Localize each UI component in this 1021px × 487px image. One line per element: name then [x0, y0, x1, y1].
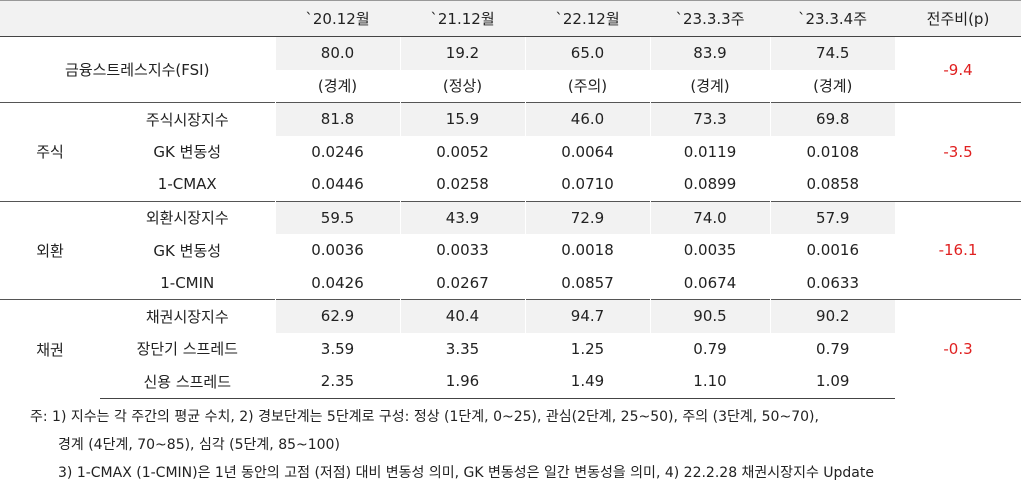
- column-header: `21.12월: [400, 0, 525, 37]
- column-header: `22.12월: [525, 0, 650, 37]
- cell-value: 0.0710: [524, 168, 650, 201]
- cell-value: 0.0857: [524, 266, 650, 300]
- cell-value: 43.9: [399, 200, 525, 234]
- cell-value: 81.8: [274, 102, 400, 136]
- table-row: 1-CMAX 0.0446 0.0258 0.0710 0.0899 0.0858: [0, 168, 1021, 201]
- table-body: 금융스트레스지수(FSI) 80.0 19.2 65.0 83.9 74.5 -9.4 (경계…: [0, 36, 1021, 399]
- data-table: `20.12월 `21.12월 `22.12월 `23.3.3주 `23.3.4주 전주비…: [0, 0, 1021, 399]
- cell-value: 0.79: [649, 332, 770, 365]
- column-header: `23.3.4주: [770, 0, 895, 37]
- cell-value: (경계): [274, 69, 400, 103]
- cell-value: 0.0033: [399, 234, 525, 267]
- group-label: 주식: [0, 102, 100, 201]
- group-label: 채권: [0, 299, 100, 398]
- cell-value: 0.0674: [649, 266, 770, 300]
- cell-value: 0.0258: [399, 168, 525, 201]
- cell-value: 40.4: [399, 299, 525, 333]
- change-value: -0.3: [895, 299, 1021, 398]
- cell-value: 65.0: [524, 36, 650, 70]
- row-label: 신용 스프레드: [100, 365, 275, 399]
- cell-value: 74.0: [649, 200, 770, 234]
- change-value: -3.5: [895, 102, 1021, 201]
- cell-value: 1.25: [524, 332, 650, 365]
- table-row: GK 변동성 0.0246 0.0052 0.0064 0.0119 0.0108: [0, 135, 1021, 168]
- cell-value: 0.0633: [769, 266, 895, 300]
- cell-value: 0.79: [769, 332, 895, 365]
- cell-value: 3.59: [274, 332, 400, 365]
- cell-value: 46.0: [524, 102, 650, 136]
- cell-value: 74.5: [769, 36, 895, 70]
- cell-value: 0.0036: [274, 234, 400, 267]
- cell-value: 0.0018: [524, 234, 650, 267]
- table-row: 외환 외환시장지수 59.5 43.9 72.9 74.0 57.9 -16.1: [0, 200, 1021, 300]
- group-label: 외환: [0, 200, 100, 300]
- cell-value: 90.2: [769, 299, 895, 333]
- cell-value: 0.0016: [769, 234, 895, 267]
- cell-value: 1.10: [649, 365, 770, 399]
- cell-value: 0.0064: [524, 135, 650, 168]
- notes: 주: 1) 지수는 각 주간의 평균 수치, 2) 경보단계는 5단계로 구성:…: [30, 403, 874, 487]
- header-blank: [0, 0, 275, 37]
- cell-value: 72.9: [524, 200, 650, 234]
- column-header: 전주비(p): [895, 0, 1021, 37]
- row-label: 1-CMIN: [160, 273, 215, 292]
- cell-value: 1.09: [769, 365, 895, 399]
- column-header: `20.12월: [275, 0, 400, 37]
- cell-value: 19.2: [399, 36, 525, 70]
- cell-value: 94.7: [524, 299, 650, 333]
- cell-value: 2.35: [274, 365, 400, 399]
- cell-value: 0.0052: [399, 135, 525, 168]
- row-label: 주식시장지수: [100, 102, 275, 136]
- cell-value: 3.35: [399, 332, 525, 365]
- cell-value: 0.0899: [649, 168, 770, 201]
- cell-value: 69.8: [769, 102, 895, 136]
- table-row: 1-CMIN 0.0426 0.0267 0.0857 0.0674 0.0633: [0, 266, 1021, 300]
- table-row: 금융스트레스지수(FSI) 80.0 19.2 65.0 83.9 74.5 -9.4: [0, 36, 1021, 103]
- cell-value: 0.0426: [274, 266, 400, 300]
- row-label: 외환시장지수: [100, 200, 275, 234]
- row-label: 채권시장지수: [100, 299, 275, 333]
- note-line: 주: 1) 지수는 각 주간의 평균 수치, 2) 경보단계는 5단계로 구성:…: [30, 409, 819, 425]
- cell-value: 1.96: [399, 365, 525, 399]
- cell-value: 15.9: [399, 102, 525, 136]
- change-value: -16.1: [895, 200, 1021, 300]
- table-row: 신용 스프레드 2.35 1.96 1.49 1.10 1.09: [0, 365, 1021, 399]
- table-row: 장단기 스프레드 3.59 3.35 1.25 0.79 0.79: [0, 332, 1021, 365]
- cell-value: 62.9: [274, 299, 400, 333]
- cell-value: 90.5: [649, 299, 770, 333]
- cell-value: 1.49: [524, 365, 650, 399]
- cell-value: 83.9: [649, 36, 770, 70]
- table-row: GK 변동성 0.0036 0.0033 0.0018 0.0035 0.0016: [0, 234, 1021, 267]
- cell-value: 0.0858: [769, 168, 895, 201]
- cell-value: 80.0: [274, 36, 400, 70]
- table-row: 채권 채권시장지수 62.9 40.4 94.7 90.5 90.2 -0.3: [0, 299, 1021, 398]
- row-label: GK 변동성: [153, 143, 222, 162]
- cell-value: (주의): [524, 69, 650, 103]
- note-line: 3) 1-CMAX (1-CMIN)은 1년 동안의 고점 (저점) 대비 변동…: [58, 465, 874, 481]
- row-label: 1-CMAX: [157, 175, 217, 194]
- table-row: (경계) (정상) (주의) (경계) (경계): [0, 69, 1021, 103]
- change-value: -9.4: [895, 36, 1021, 103]
- group-label: 금융스트레스지수(FSI): [0, 36, 275, 103]
- note-line: 경계 (4단계, 70~85), 심각 (5단계, 85~100): [58, 437, 340, 453]
- cell-value: 57.9: [769, 200, 895, 234]
- header-row: `20.12월 `21.12월 `22.12월 `23.3.3주 `23.3.4주 전주비…: [0, 0, 1021, 37]
- column-header: `23.3.3주: [650, 0, 770, 37]
- cell-value: (경계): [649, 69, 770, 103]
- cell-value: 0.0108: [769, 135, 895, 168]
- cell-value: 0.0267: [399, 266, 525, 300]
- row-label: 장단기 스프레드: [136, 340, 238, 359]
- cell-value: (경계): [769, 69, 895, 103]
- cell-value: 0.0246: [274, 135, 400, 168]
- cell-value: (정상): [399, 69, 525, 103]
- cell-value: 0.0446: [274, 168, 400, 201]
- cell-value: 0.0119: [649, 135, 770, 168]
- cell-value: 59.5: [274, 200, 400, 234]
- cell-value: 73.3: [649, 102, 770, 136]
- cell-value: 0.0035: [649, 234, 770, 267]
- row-label: GK 변동성: [153, 241, 222, 260]
- table-row: 주식 주식시장지수 81.8 15.9 46.0 73.3 69.8 -3.5: [0, 102, 1021, 201]
